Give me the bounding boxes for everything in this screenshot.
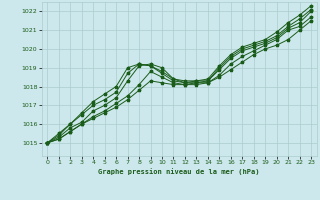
X-axis label: Graphe pression niveau de la mer (hPa): Graphe pression niveau de la mer (hPa)	[99, 168, 260, 175]
